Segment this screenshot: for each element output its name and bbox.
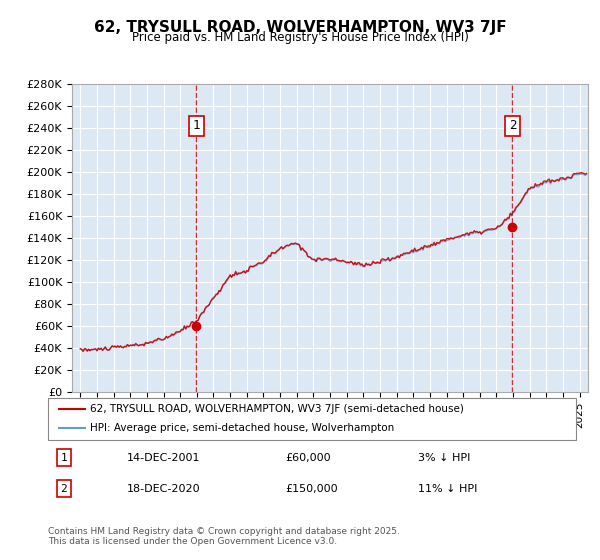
Text: Contains HM Land Registry data © Crown copyright and database right 2025.
This d: Contains HM Land Registry data © Crown c… — [48, 526, 400, 546]
Text: 62, TRYSULL ROAD, WOLVERHAMPTON, WV3 7JF: 62, TRYSULL ROAD, WOLVERHAMPTON, WV3 7JF — [94, 20, 506, 35]
Text: 18-DEC-2020: 18-DEC-2020 — [127, 484, 201, 493]
Text: 14-DEC-2001: 14-DEC-2001 — [127, 453, 200, 463]
Text: 1: 1 — [61, 453, 67, 463]
Text: 2: 2 — [509, 119, 516, 132]
FancyBboxPatch shape — [48, 398, 576, 440]
Text: £60,000: £60,000 — [286, 453, 331, 463]
Text: £150,000: £150,000 — [286, 484, 338, 493]
Text: 1: 1 — [193, 119, 200, 132]
Text: HPI: Average price, semi-detached house, Wolverhampton: HPI: Average price, semi-detached house,… — [90, 423, 394, 433]
Text: 62, TRYSULL ROAD, WOLVERHAMPTON, WV3 7JF (semi-detached house): 62, TRYSULL ROAD, WOLVERHAMPTON, WV3 7JF… — [90, 404, 464, 414]
Text: 11% ↓ HPI: 11% ↓ HPI — [418, 484, 477, 493]
Text: Price paid vs. HM Land Registry's House Price Index (HPI): Price paid vs. HM Land Registry's House … — [131, 31, 469, 44]
Text: 2: 2 — [61, 484, 67, 493]
Text: 3% ↓ HPI: 3% ↓ HPI — [418, 453, 470, 463]
